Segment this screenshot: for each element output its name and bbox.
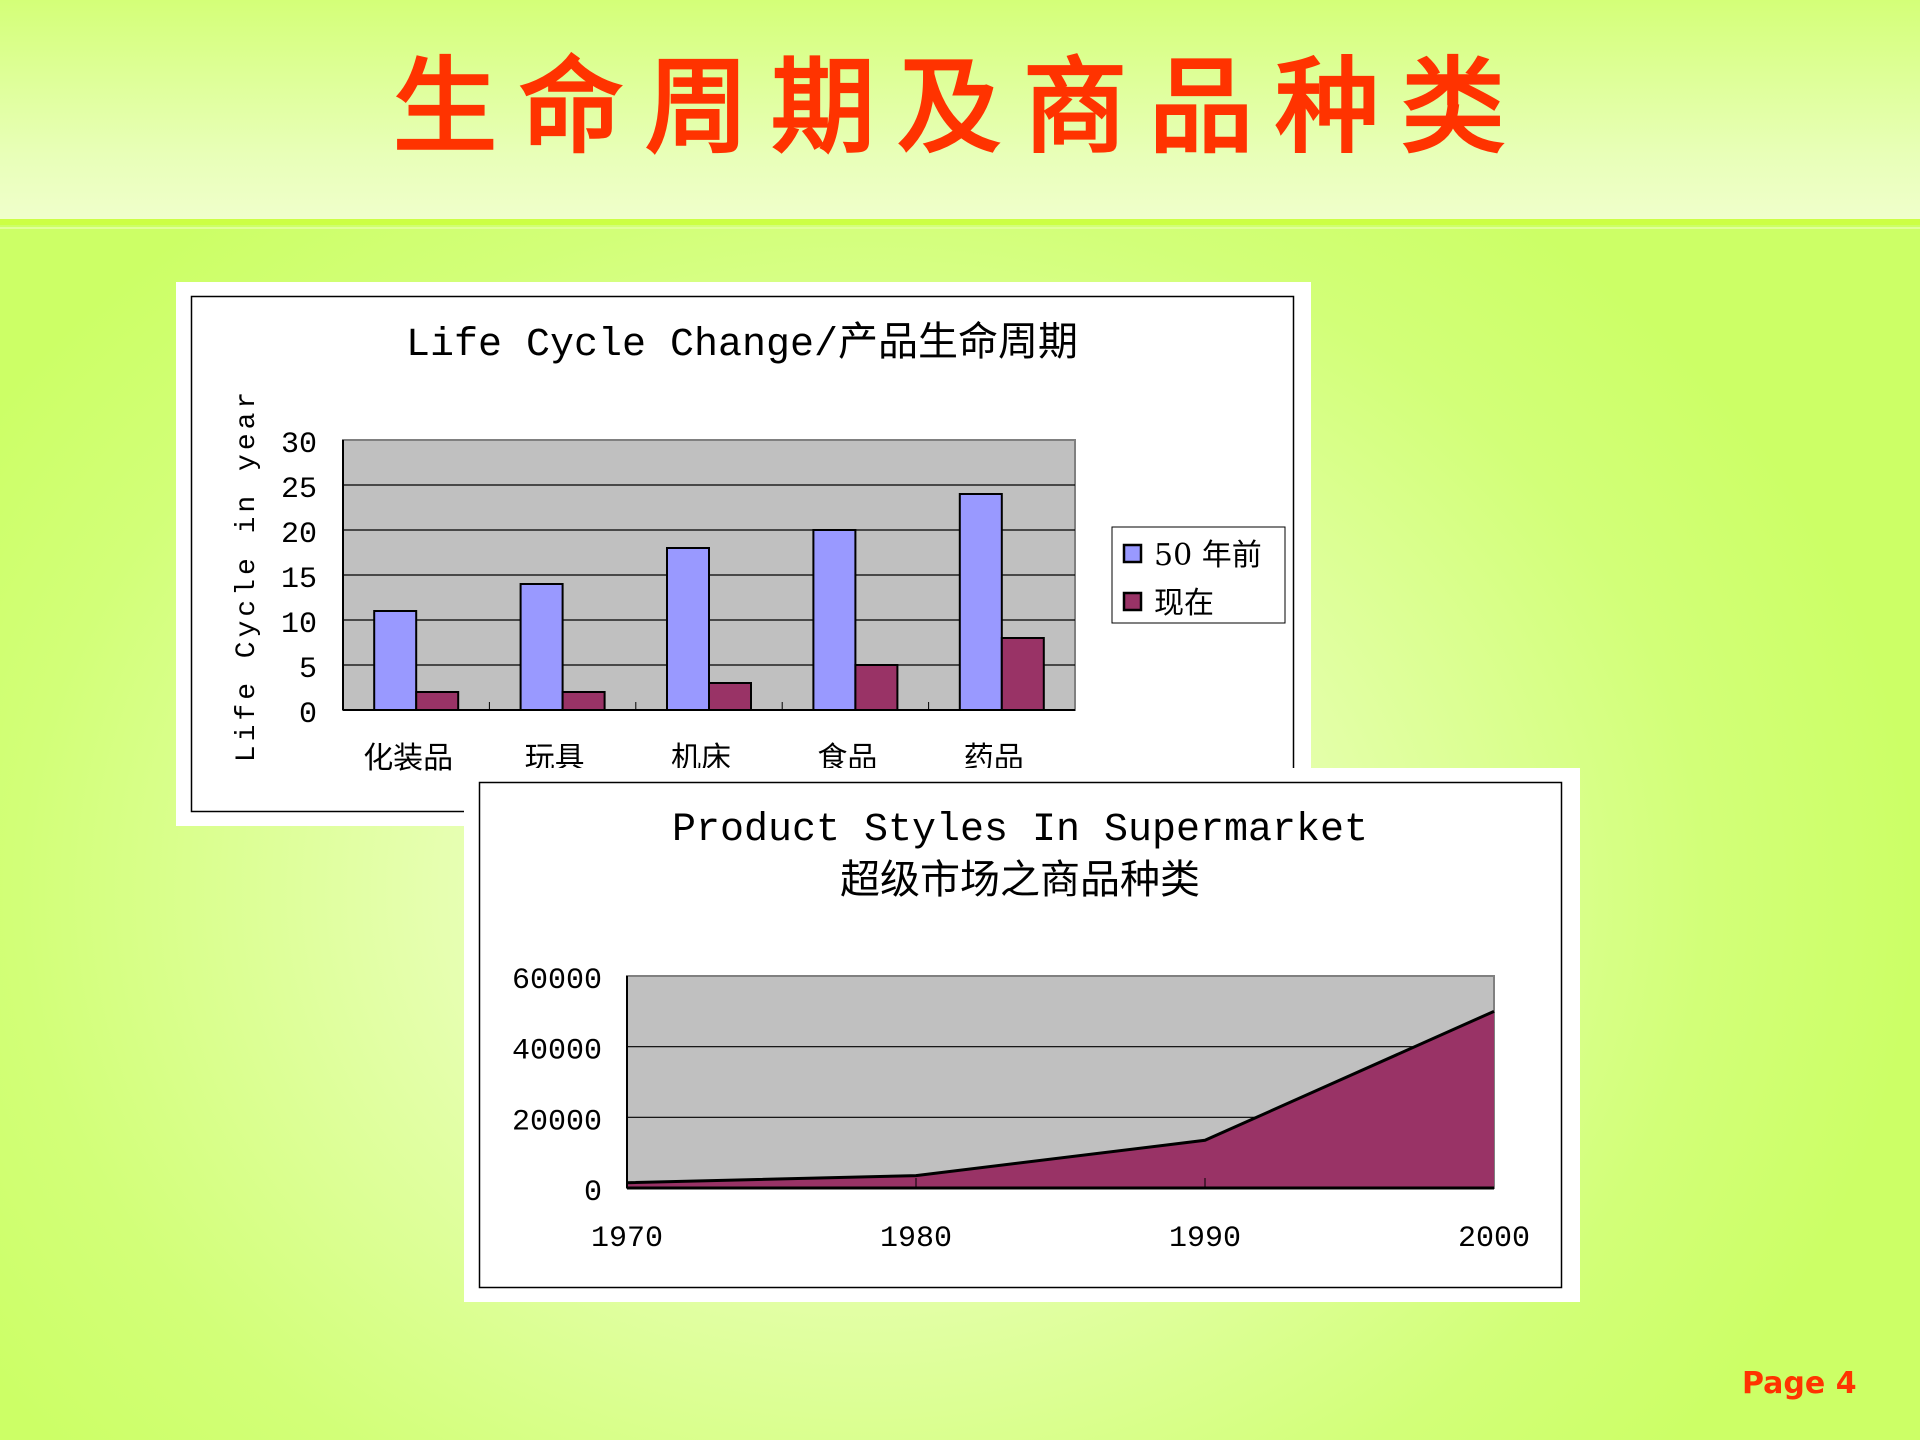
area-y-tick-label: 60000 [512, 964, 602, 998]
header-divider [0, 219, 1920, 225]
bar-50-years-ago [812, 529, 857, 711]
bar-chart-title: Life Cycle Change/产品生命周期 [406, 320, 1078, 368]
area-chart-subtitle: 超级市场之商品种类 [840, 857, 1200, 903]
area-x-tick-label: 2000 [1458, 1222, 1530, 1256]
page-number: Page 4 [1742, 1366, 1857, 1401]
bar-y-axis-label: Life Cycle in year [232, 388, 263, 762]
area-x-tick-label: 1990 [1169, 1222, 1241, 1256]
header-divider-light [0, 227, 1920, 229]
area-x-tick-label: 1970 [591, 1222, 663, 1256]
bar-y-tick-label: 30 [281, 428, 317, 462]
area-x-tick-label: 1980 [880, 1222, 952, 1256]
bar-now [415, 691, 460, 711]
bar-y-tick-label: 5 [299, 653, 317, 687]
bar-y-tick-label: 20 [281, 518, 317, 552]
slide-title: 生命周期及商品种类 [392, 46, 1527, 168]
legend-swatch [1122, 591, 1143, 612]
legend-label: 现在 [1154, 586, 1214, 621]
area-y-tick-label: 40000 [512, 1035, 602, 1069]
bar-y-tick-label: 10 [281, 608, 317, 642]
legend-swatch [1122, 543, 1143, 564]
bar-now [854, 664, 899, 711]
area-series-fill [627, 1011, 1494, 1188]
area-y-tick-label: 20000 [512, 1105, 602, 1139]
bar-50-years-ago [519, 583, 564, 711]
bar-x-tick-label: 化装品 [363, 741, 453, 776]
bar-now [1000, 637, 1045, 711]
area-y-tick-label: 0 [584, 1176, 602, 1210]
bar-now [708, 682, 752, 711]
bar-y-tick-label: 15 [281, 563, 317, 597]
legend-label: 50 年前 [1154, 538, 1262, 573]
area-chart-frame [478, 781, 1563, 1289]
area-series-line [626, 1009, 1495, 1185]
bar-50-years-ago [666, 547, 710, 711]
bar-y-tick-label: 25 [281, 473, 317, 507]
bar-50-years-ago [958, 493, 1003, 711]
slide-header [0, 0, 1920, 222]
bar-now [561, 691, 606, 711]
bar-50-years-ago [373, 610, 418, 711]
area-chart-title: Product Styles In Supermarket [672, 808, 1368, 853]
bar-y-tick-label: 0 [299, 698, 317, 732]
